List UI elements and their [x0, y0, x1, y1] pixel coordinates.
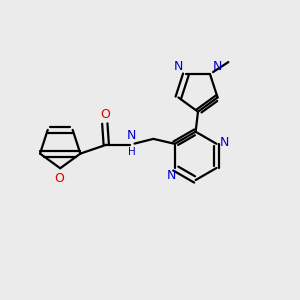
Text: O: O	[55, 172, 64, 185]
Text: N: N	[174, 60, 184, 73]
Text: N: N	[167, 169, 176, 182]
Text: N: N	[127, 129, 136, 142]
Text: N: N	[220, 136, 230, 149]
Text: H: H	[128, 147, 136, 157]
Text: N: N	[212, 60, 222, 73]
Text: O: O	[100, 108, 110, 121]
